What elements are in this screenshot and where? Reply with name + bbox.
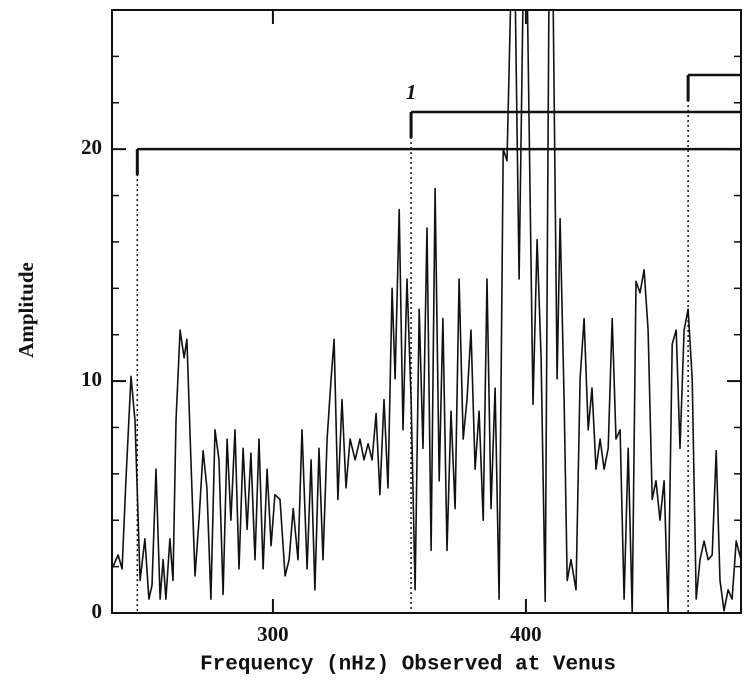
y-tick-label: 10 <box>81 367 102 391</box>
marker-label: 1 <box>406 80 417 104</box>
plot-frame <box>111 9 742 614</box>
y-tick-label: 0 <box>92 599 103 623</box>
x-axis-label: Frequency (nHz) Observed at Venus <box>200 654 616 677</box>
y-tick-label: 20 <box>81 135 102 159</box>
spectrum-line <box>112 10 741 613</box>
x-tick-label: 300 <box>257 622 289 646</box>
y-axis-label: Amplitude <box>14 262 38 358</box>
x-tick-label: 400 <box>510 622 542 646</box>
